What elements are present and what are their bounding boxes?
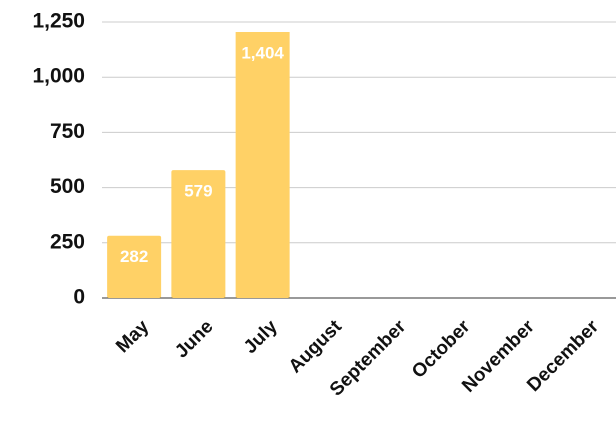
value-label: 579 bbox=[184, 182, 212, 201]
y-tick-label: 500 bbox=[50, 175, 85, 198]
x-tick-label: May bbox=[112, 316, 153, 357]
bars bbox=[107, 32, 290, 298]
x-tick-label: June bbox=[171, 316, 217, 362]
bar bbox=[171, 170, 226, 298]
x-tick-label: October bbox=[408, 316, 475, 383]
y-tick-label: 0 bbox=[73, 286, 85, 309]
y-tick-label: 750 bbox=[50, 120, 85, 143]
y-tick-label: 1,000 bbox=[32, 65, 85, 88]
value-label: 1,404 bbox=[241, 43, 284, 62]
x-tick-label: August bbox=[285, 316, 347, 378]
x-tick-label: July bbox=[240, 316, 282, 358]
bar bbox=[235, 32, 290, 298]
y-tick-label: 250 bbox=[50, 230, 85, 253]
bar bbox=[107, 235, 162, 298]
y-tick-label: 1,250 bbox=[32, 10, 85, 33]
labels: 0 250 500 750 1,000 1,250 May 282 June 579 July 1,4… bbox=[32, 10, 603, 401]
value-label: 282 bbox=[120, 247, 148, 266]
